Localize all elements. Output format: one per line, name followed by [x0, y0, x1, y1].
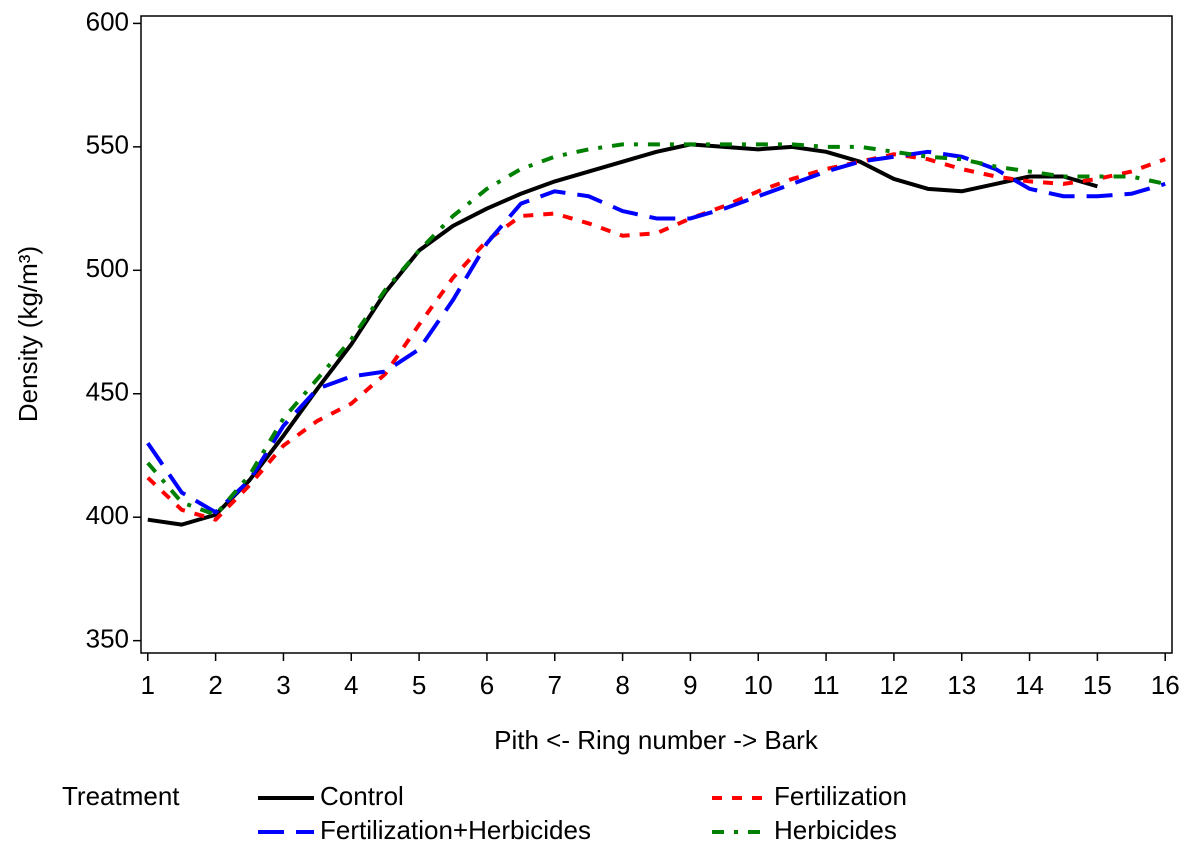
series-line [146, 152, 1166, 522]
x-tick-label: 4 [344, 670, 358, 700]
legend-label: Herbicides [774, 815, 897, 845]
x-tick-label: 9 [683, 670, 697, 700]
y-tick-label: 500 [86, 253, 129, 283]
x-tick-label: 5 [412, 670, 426, 700]
legend-title: Treatment [62, 781, 180, 811]
legend-label: Control [320, 781, 404, 811]
x-tick-label: 14 [1015, 670, 1044, 700]
x-tick-label: 12 [879, 670, 908, 700]
y-tick-label: 600 [86, 6, 129, 36]
legend-label: Fertilization+Herbicides [320, 815, 591, 845]
series-line [147, 142, 1098, 527]
x-tick-label: 6 [480, 670, 494, 700]
plot-frame [140, 15, 1173, 654]
y-tick-label: 550 [86, 130, 129, 160]
series-line [146, 149, 1166, 515]
x-tick-label: 16 [1151, 670, 1180, 700]
legend-label: Fertilization [774, 781, 907, 811]
x-tick-label: 1 [141, 670, 155, 700]
x-tick-label: 2 [208, 670, 222, 700]
x-tick-label: 10 [744, 670, 773, 700]
x-axis-label: Pith <- Ring number -> Bark [494, 725, 819, 755]
x-tick-label: 11 [813, 670, 840, 700]
y-axis-label: Density (kg/m³) [13, 246, 43, 422]
y-tick-label: 400 [86, 500, 129, 530]
x-tick-label: 13 [947, 670, 976, 700]
x-tick-label: 8 [615, 670, 629, 700]
y-tick-label: 350 [86, 624, 129, 654]
x-tick-label: 15 [1083, 670, 1112, 700]
x-tick-label: 3 [276, 670, 290, 700]
y-tick-label: 450 [86, 377, 129, 407]
series-line [146, 142, 1166, 517]
x-tick-label: 7 [548, 670, 562, 700]
